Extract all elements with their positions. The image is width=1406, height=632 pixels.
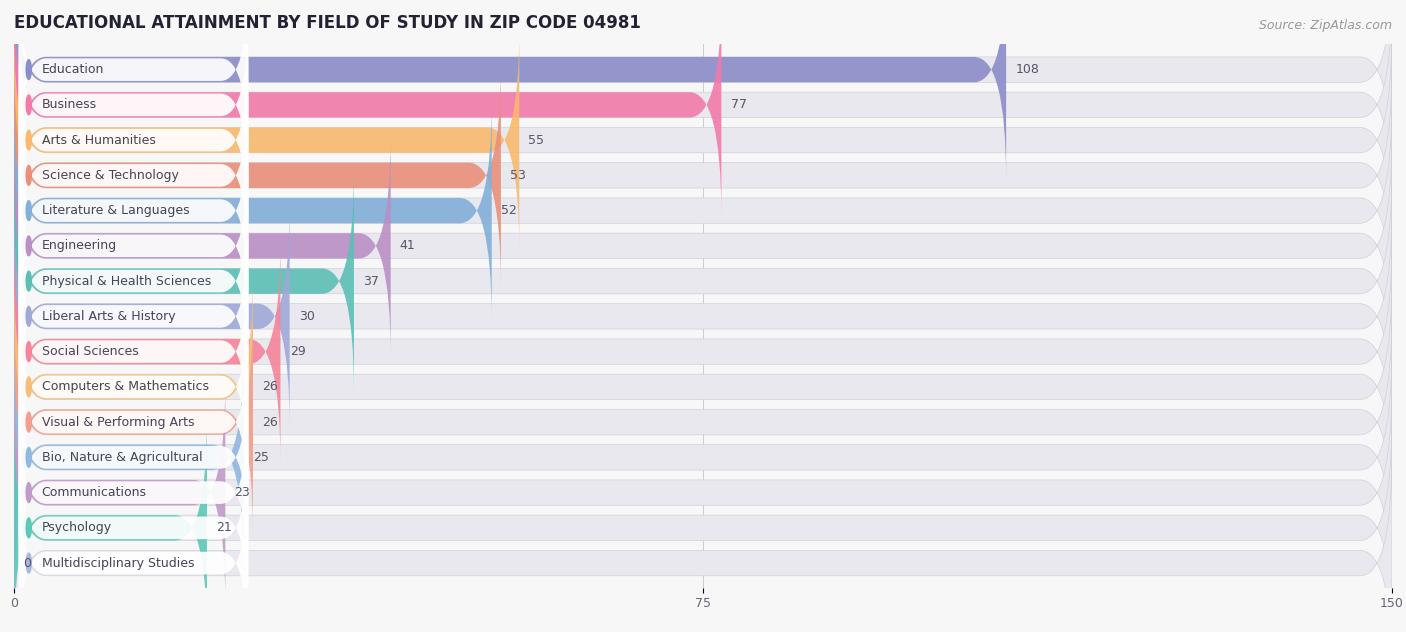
FancyBboxPatch shape [14,205,1392,427]
Circle shape [27,553,31,573]
FancyBboxPatch shape [14,100,492,321]
Text: 26: 26 [262,416,278,428]
FancyBboxPatch shape [14,0,721,216]
FancyBboxPatch shape [14,0,1392,180]
Circle shape [27,271,31,291]
Circle shape [27,236,31,256]
FancyBboxPatch shape [14,64,501,286]
Text: Multidisciplinary Studies: Multidisciplinary Studies [42,557,194,569]
Circle shape [27,377,31,397]
FancyBboxPatch shape [14,347,1392,568]
Circle shape [27,483,31,502]
FancyBboxPatch shape [18,257,249,446]
FancyBboxPatch shape [18,116,249,305]
Text: Visual & Performing Arts: Visual & Performing Arts [42,416,194,428]
Text: 21: 21 [217,521,232,534]
Text: 29: 29 [290,345,305,358]
FancyBboxPatch shape [14,30,519,251]
FancyBboxPatch shape [18,434,249,623]
FancyBboxPatch shape [14,241,1392,462]
FancyBboxPatch shape [14,171,354,392]
FancyBboxPatch shape [18,363,249,552]
Text: 41: 41 [399,240,416,252]
FancyBboxPatch shape [14,453,1392,632]
Text: Education: Education [42,63,104,76]
FancyBboxPatch shape [18,10,249,199]
FancyBboxPatch shape [14,241,280,462]
Circle shape [27,307,31,326]
Text: 30: 30 [299,310,315,323]
FancyBboxPatch shape [18,186,249,375]
Text: Arts & Humanities: Arts & Humanities [42,133,156,147]
FancyBboxPatch shape [14,135,391,356]
FancyBboxPatch shape [14,171,1392,392]
Circle shape [27,342,31,362]
FancyBboxPatch shape [18,46,249,234]
Text: Physical & Health Sciences: Physical & Health Sciences [42,275,211,288]
FancyBboxPatch shape [14,417,207,632]
FancyBboxPatch shape [14,417,1392,632]
Circle shape [27,518,31,538]
Text: Computers & Mathematics: Computers & Mathematics [42,380,208,393]
Text: EDUCATIONAL ATTAINMENT BY FIELD OF STUDY IN ZIP CODE 04981: EDUCATIONAL ATTAINMENT BY FIELD OF STUDY… [14,13,641,32]
FancyBboxPatch shape [18,327,249,516]
Text: Engineering: Engineering [42,240,117,252]
Text: Literature & Languages: Literature & Languages [42,204,190,217]
Text: 0: 0 [24,557,31,569]
Circle shape [27,95,31,115]
Text: Communications: Communications [42,486,146,499]
Text: Source: ZipAtlas.com: Source: ZipAtlas.com [1258,19,1392,32]
FancyBboxPatch shape [14,0,1007,180]
Text: 37: 37 [363,275,380,288]
FancyBboxPatch shape [14,382,225,604]
FancyBboxPatch shape [18,152,249,340]
FancyBboxPatch shape [14,312,253,533]
FancyBboxPatch shape [14,30,1392,251]
FancyBboxPatch shape [18,468,249,632]
FancyBboxPatch shape [14,347,243,568]
Circle shape [27,130,31,150]
FancyBboxPatch shape [14,100,1392,321]
FancyBboxPatch shape [18,0,249,164]
Circle shape [27,201,31,221]
FancyBboxPatch shape [18,222,249,411]
Text: 52: 52 [501,204,517,217]
FancyBboxPatch shape [18,81,249,270]
Text: 77: 77 [731,99,747,111]
FancyBboxPatch shape [14,276,1392,497]
Text: Psychology: Psychology [42,521,111,534]
FancyBboxPatch shape [14,64,1392,286]
Circle shape [27,60,31,80]
Text: 23: 23 [235,486,250,499]
Text: 25: 25 [253,451,269,464]
Circle shape [27,166,31,185]
Text: Business: Business [42,99,97,111]
Text: Social Sciences: Social Sciences [42,345,138,358]
FancyBboxPatch shape [14,0,1392,216]
Circle shape [27,412,31,432]
FancyBboxPatch shape [14,312,1392,533]
Text: Science & Technology: Science & Technology [42,169,179,182]
FancyBboxPatch shape [14,135,1392,356]
FancyBboxPatch shape [14,382,1392,604]
FancyBboxPatch shape [14,205,290,427]
Text: Bio, Nature & Agricultural: Bio, Nature & Agricultural [42,451,202,464]
FancyBboxPatch shape [18,293,249,482]
Text: 26: 26 [262,380,278,393]
Text: Liberal Arts & History: Liberal Arts & History [42,310,176,323]
Text: 108: 108 [1015,63,1039,76]
Text: 53: 53 [510,169,526,182]
FancyBboxPatch shape [14,276,253,497]
Text: 55: 55 [529,133,544,147]
FancyBboxPatch shape [18,398,249,587]
Circle shape [27,447,31,467]
